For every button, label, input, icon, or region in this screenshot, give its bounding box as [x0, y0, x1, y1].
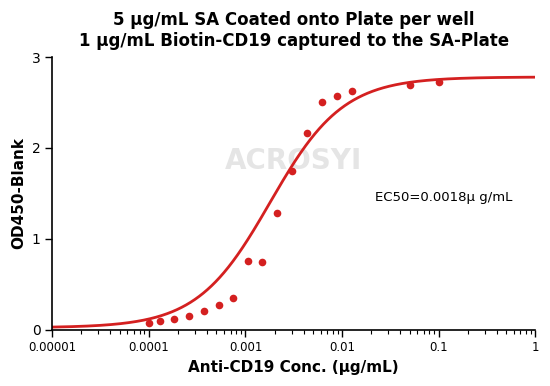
Text: ACROSYI: ACROSYI	[225, 147, 362, 174]
Title: 5 μg/mL SA Coated onto Plate per well
1 μg/mL Biotin-CD19 captured to the SA-Pla: 5 μg/mL SA Coated onto Plate per well 1 …	[79, 11, 509, 50]
X-axis label: Anti-CD19 Conc. (μg/mL): Anti-CD19 Conc. (μg/mL)	[189, 360, 399, 375]
Y-axis label: OD450-Blank: OD450-Blank	[11, 137, 26, 249]
Text: EC50=0.0018μ g/mL: EC50=0.0018μ g/mL	[375, 191, 513, 204]
